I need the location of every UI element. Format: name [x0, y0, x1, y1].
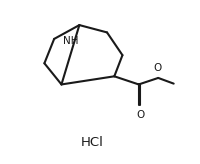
- Text: O: O: [153, 63, 161, 73]
- Text: O: O: [136, 110, 144, 120]
- Text: NH: NH: [63, 36, 78, 46]
- Text: HCl: HCl: [81, 136, 103, 149]
